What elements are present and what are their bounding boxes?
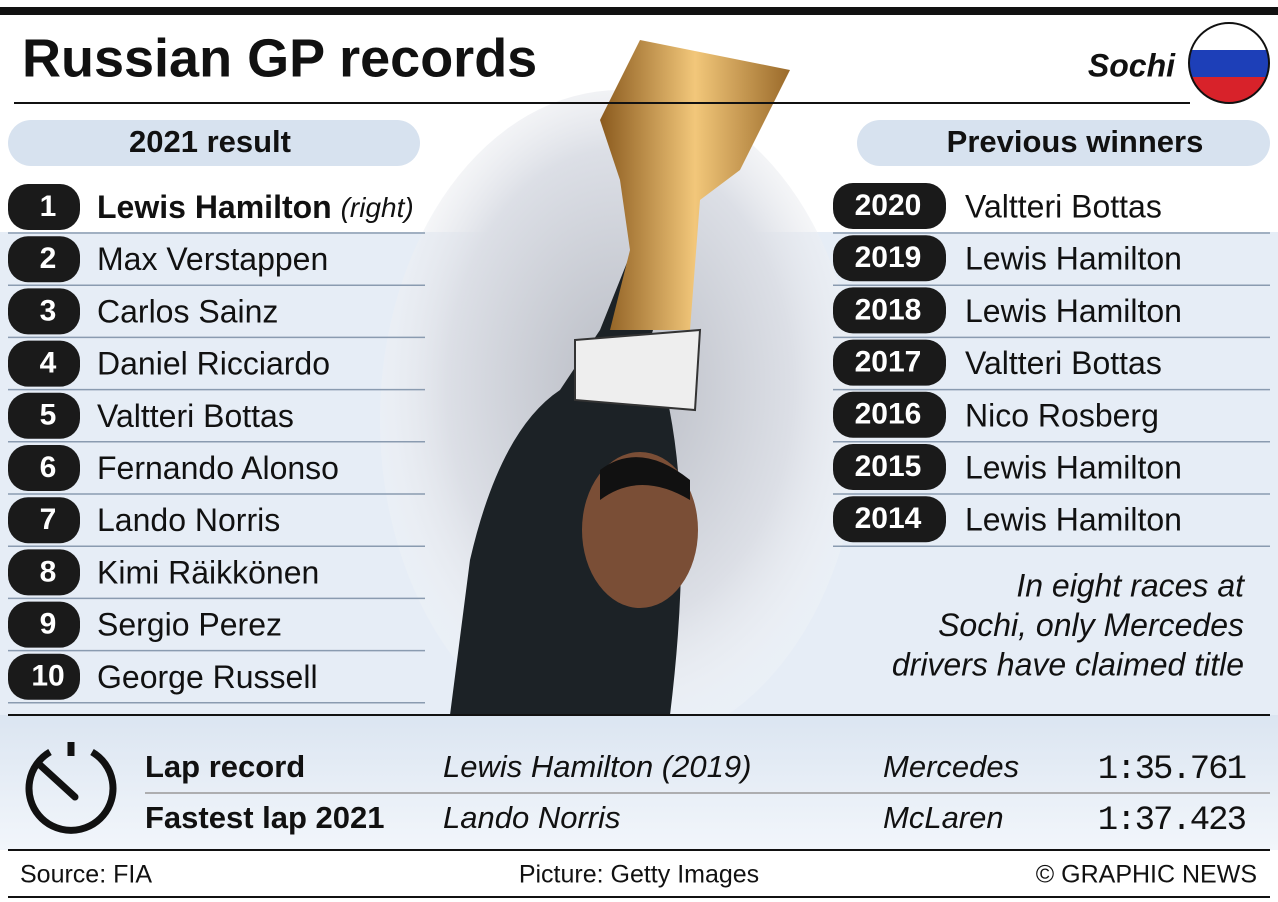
winner: Valtteri Bottas [965, 345, 1162, 381]
driver: Fernando Alonso [97, 450, 339, 486]
year: 2017 [855, 346, 922, 379]
position-badge [8, 184, 80, 230]
year: 2014 [855, 502, 922, 535]
driver-name: Carlos Sainz [97, 294, 278, 330]
year: 2015 [855, 450, 922, 483]
driver-name: Sergio Perez [97, 607, 282, 643]
position-badge [8, 601, 80, 648]
lap-label: Fastest lap 2021 [145, 800, 385, 835]
driver-name: Max Verstappen [97, 242, 328, 278]
driver: Daniel Ricciardo [97, 346, 330, 382]
photo-hair [600, 457, 690, 500]
lap-driver: Lewis Hamilton (2019) [443, 749, 751, 784]
position-badge [8, 288, 80, 335]
driver: Lando Norris [97, 503, 280, 539]
position: 3 [40, 294, 57, 327]
driver: Kimi Räikkönen [97, 555, 319, 591]
year-badge [833, 391, 946, 438]
position: 8 [40, 555, 57, 588]
position-badge [8, 549, 80, 596]
driver-name: Valtteri Bottas [97, 398, 294, 434]
year-badge [833, 235, 946, 282]
position-badge [8, 392, 80, 439]
result-header [8, 120, 420, 166]
position: 6 [40, 451, 57, 484]
winner: Lewis Hamilton [965, 502, 1182, 538]
winners-header [857, 120, 1270, 166]
year-badge [833, 339, 946, 386]
lap-time: 1:35.761 [1098, 751, 1246, 789]
result-title: 2021 result [129, 124, 291, 159]
winner: Valtteri Bottas [965, 188, 1162, 224]
driver-note: (right) [341, 192, 414, 223]
winner: Nico Rosberg [965, 397, 1159, 433]
lap-label: Lap record [145, 749, 305, 784]
driver: George Russell [97, 659, 318, 695]
position: 9 [40, 608, 57, 641]
winners-title: Previous winners [947, 124, 1204, 159]
position: 7 [40, 503, 57, 536]
source: Source: FIA [20, 861, 152, 889]
position: 2 [40, 242, 57, 275]
position: 10 [31, 660, 64, 693]
year-badge [833, 444, 946, 490]
top-bar [0, 7, 1278, 15]
year-badge [833, 287, 946, 334]
note-line: In eight races at [1016, 567, 1245, 603]
year: 2016 [855, 398, 922, 431]
winner: Lewis Hamilton [965, 449, 1182, 485]
year-badge [833, 183, 946, 229]
position-badge [8, 653, 80, 700]
flag [1188, 22, 1270, 104]
year-badge [833, 496, 946, 543]
picture-credit: Picture: Getty Images [519, 861, 759, 889]
year: 2019 [855, 241, 922, 274]
driver-name: Daniel Ricciardo [97, 346, 330, 382]
position-badge [8, 497, 80, 544]
position-badge [8, 445, 80, 491]
driver-name: George Russell [97, 659, 318, 695]
position: 4 [40, 347, 57, 380]
note-line: Sochi, only Mercedes [938, 607, 1244, 643]
driver: Sergio Perez [97, 607, 282, 643]
position: 1 [40, 190, 57, 223]
driver-name: Lewis Hamilton [97, 189, 332, 225]
lap-team: Mercedes [883, 749, 1019, 784]
lap-time: 1:37.423 [1098, 802, 1246, 840]
note-line: drivers have claimed title [892, 646, 1244, 682]
driver: Carlos Sainz [97, 294, 278, 330]
photo-trophy-base [574, 328, 702, 412]
driver: Lewis Hamilton (right) [97, 189, 414, 225]
lap-driver: Lando Norris [443, 800, 620, 835]
stopwatch-icon [25, 742, 117, 834]
position-badge [8, 340, 80, 387]
position-badge [8, 236, 80, 283]
credit: © GRAPHIC NEWS [1036, 861, 1257, 889]
lap-team: McLaren [883, 800, 1004, 835]
driver: Valtteri Bottas [97, 398, 294, 434]
winner: Lewis Hamilton [965, 293, 1182, 329]
position: 5 [40, 399, 57, 432]
location: Sochi [1088, 47, 1176, 83]
driver: Max Verstappen [97, 242, 328, 278]
photo-trophy [600, 40, 790, 330]
year: 2020 [855, 189, 922, 222]
lap-band [0, 715, 1278, 850]
driver-name: Fernando Alonso [97, 450, 339, 486]
title: Russian GP records [22, 28, 537, 88]
year: 2018 [855, 293, 922, 326]
winner: Lewis Hamilton [965, 241, 1182, 277]
driver-name: Kimi Räikkönen [97, 555, 319, 591]
driver-name: Lando Norris [97, 503, 280, 539]
